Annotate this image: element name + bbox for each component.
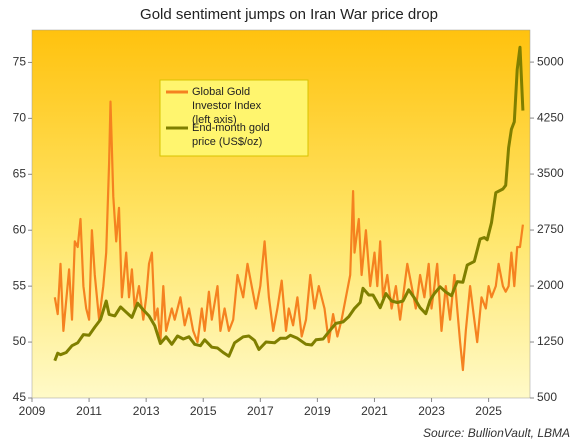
y2-tick-label: 4250 xyxy=(537,110,564,124)
x-tick-label: 2017 xyxy=(247,404,274,418)
series-line xyxy=(53,45,525,362)
x-tick-label: 2025 xyxy=(475,404,502,418)
y-tick-label: 45 xyxy=(13,390,27,404)
x-tick-label: 2023 xyxy=(418,404,445,418)
y2-tick-label: 3500 xyxy=(537,166,564,180)
y-tick-label: 70 xyxy=(13,111,27,125)
x-tick-label: 2009 xyxy=(19,404,46,418)
y-tick-label: 75 xyxy=(13,55,27,69)
x-tick-label: 2015 xyxy=(190,404,217,418)
y2-tick-label: 2750 xyxy=(537,222,564,236)
y-tick-label: 60 xyxy=(13,222,27,236)
legend-label: Global Gold Investor Index (left axis) xyxy=(192,86,262,126)
y2-tick-label: 5000 xyxy=(537,54,564,68)
x-tick-label: 2019 xyxy=(304,404,331,418)
legend: Global Gold Investor Index (left axis)End-… xyxy=(159,79,309,157)
y-tick-label: 65 xyxy=(13,166,27,180)
source: Source: BullionVault, LBMA xyxy=(423,426,570,440)
x-tick-label: 2013 xyxy=(133,404,160,418)
y2-tick-label: 1250 xyxy=(537,334,564,348)
y-tick-label: 55 xyxy=(13,278,27,292)
y2-tick-label: 2000 xyxy=(537,278,564,292)
x-tick-label: 2021 xyxy=(361,404,388,418)
y2-tick-label: 500 xyxy=(537,390,557,404)
legend-label: End-month gold price (US$/oz) xyxy=(192,122,270,148)
chart-title: Gold sentiment jumps on Iran War price d… xyxy=(140,6,438,23)
x-tick-label: 2011 xyxy=(76,404,102,418)
y-tick-label: 50 xyxy=(13,334,27,348)
